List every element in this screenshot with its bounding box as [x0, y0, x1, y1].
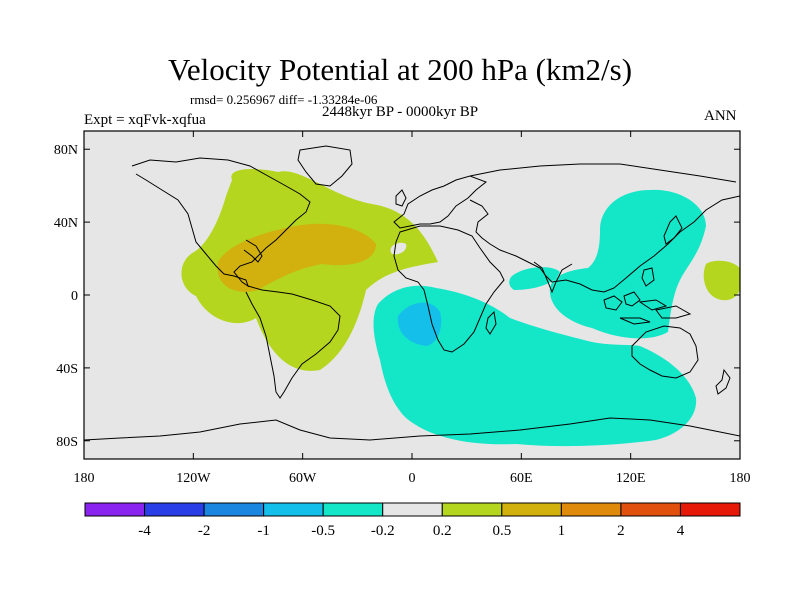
experiment-label: Expt = xqFvk-xqfua [84, 112, 206, 128]
coast-madagascar [485, 310, 497, 335]
coast-australia [631, 325, 699, 379]
coast-south-america [245, 285, 341, 399]
colorbar-swatch [263, 502, 324, 517]
colorbar-swatch [679, 502, 741, 517]
coast-british-isles [395, 189, 407, 207]
colorbar-label: 1 [558, 523, 566, 539]
lon-tick-label: 180 [730, 471, 751, 486]
page-title: Velocity Potential at 200 hPa (km2/s) [167, 52, 633, 87]
lon-tick-label: 60E [510, 471, 533, 486]
colorbar-swatch [203, 502, 265, 517]
coast-africa [393, 225, 505, 353]
lon-tick-label: 180 [74, 471, 95, 486]
colorbar-label: -4 [138, 523, 151, 539]
coast-antarctica [84, 417, 740, 441]
colorbar-swatch [382, 502, 443, 517]
colorbar-swatch [322, 502, 384, 517]
colorbar-swatch [441, 502, 503, 517]
colorbar-swatch [144, 502, 205, 517]
contour-positive-pacific [703, 260, 740, 301]
contour-positive-americas [181, 169, 438, 371]
contour-core-caribbean [217, 223, 376, 292]
colorbar-label: -0.2 [371, 523, 395, 539]
colorbar-swatch [84, 502, 146, 517]
stats-line: rmsd= 0.256967 diff= -1.33284e-06 [190, 92, 378, 107]
coast-greenland [297, 145, 353, 187]
colorbar-label: 0.5 [492, 523, 511, 539]
lat-tick-label: 40S [56, 362, 78, 377]
contour-negative-westpac [509, 189, 706, 339]
coast-philippines [641, 267, 655, 287]
colorbar: -4 -2 -1 -0.5 -0.2 0.2 0.5 1 2 4 [84, 502, 741, 539]
lat-tick-label: 40N [54, 216, 78, 231]
colorbar-swatch [560, 502, 622, 517]
coast-north-america [131, 157, 311, 288]
colorbar-label: 4 [677, 523, 685, 539]
coast-japan [663, 215, 683, 245]
colorbar-swatch [620, 502, 681, 517]
lat-tick-label: 80S [56, 435, 78, 450]
axis-ticks: 80N 40N 0 40S 80S 180 120W 60W 0 60E 120E 180 [54, 131, 751, 486]
coast-europe [393, 175, 487, 229]
colorbar-label: 2 [617, 523, 625, 539]
colorbar-swatch [501, 502, 562, 517]
coastlines [84, 145, 740, 441]
coast-gulf [243, 239, 263, 263]
lon-tick-label: 60W [289, 471, 317, 486]
lat-tick-label: 80N [54, 143, 78, 158]
colorbar-label: -1 [257, 523, 270, 539]
period-label: 2448kyr BP - 0000kyr BP [322, 104, 479, 120]
lon-tick-label: 120E [616, 471, 646, 486]
colorbar-label: 0.2 [433, 523, 452, 539]
season-label: ANN [704, 108, 737, 124]
coast-maritime [603, 291, 692, 325]
contour-core-south-atlantic [397, 302, 442, 346]
lon-tick-label: 120W [176, 471, 211, 486]
coast-india [533, 261, 573, 294]
coast-new-zealand [715, 368, 731, 395]
colorbar-label: -0.5 [311, 523, 335, 539]
lon-tick-label: 0 [409, 471, 416, 486]
contour-negative-indian [373, 285, 697, 447]
colorbar-label: -2 [198, 523, 211, 539]
lat-tick-label: 0 [71, 289, 78, 304]
